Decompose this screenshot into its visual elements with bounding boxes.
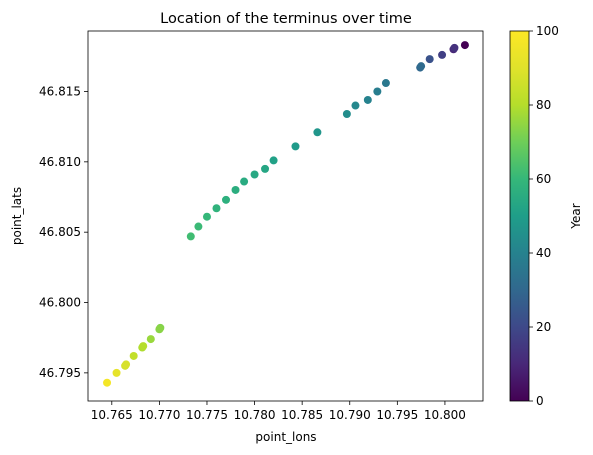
colorbar-tick-label: 80 — [536, 98, 551, 112]
data-point — [146, 335, 155, 344]
y-tick-label: 46.815 — [39, 84, 81, 98]
data-point — [351, 101, 360, 110]
x-tick-label: 10.765 — [91, 408, 133, 422]
data-point — [202, 212, 211, 221]
data-point — [122, 360, 131, 369]
data-point — [450, 43, 459, 52]
data-point — [250, 170, 259, 179]
plot-frame — [87, 30, 484, 402]
data-point — [373, 87, 382, 96]
data-point — [222, 195, 231, 204]
colorbar-tick-label: 0 — [536, 394, 544, 408]
data-point — [425, 55, 434, 64]
data-point — [212, 204, 221, 213]
y-axis-label: point_lats — [10, 187, 24, 245]
chart-title: Location of the terminus over time — [160, 11, 412, 27]
data-point — [438, 50, 447, 59]
y-tick-label: 46.810 — [39, 155, 81, 169]
colorbar-label: Year — [569, 203, 583, 229]
colorbar-tick-label: 20 — [536, 320, 551, 334]
colorbar-tick-label: 60 — [536, 172, 551, 186]
x-tick-label: 10.785 — [281, 408, 323, 422]
data-point — [342, 110, 351, 118]
data-point — [381, 79, 390, 88]
y-tick-label: 46.805 — [39, 225, 81, 239]
data-point — [261, 164, 270, 173]
data-point — [103, 378, 112, 387]
data-point — [269, 156, 278, 165]
data-point — [139, 342, 148, 351]
data-point — [240, 177, 249, 186]
x-tick-label: 10.780 — [234, 408, 276, 422]
data-point — [186, 232, 195, 241]
x-tick-label: 10.800 — [424, 408, 466, 422]
data-point — [129, 351, 138, 360]
data-point — [313, 128, 322, 137]
data-point — [155, 325, 164, 334]
x-tick-label: 10.790 — [329, 408, 371, 422]
y-tick-label: 46.795 — [39, 366, 81, 380]
x-axis-label: point_lons — [255, 430, 316, 444]
y-tick-label: 46.800 — [39, 296, 81, 310]
data-point — [112, 368, 121, 377]
data-point — [363, 95, 372, 104]
data-point — [460, 41, 469, 50]
colorbar-ticks: 0 20 40 60 80 100 — [529, 24, 559, 408]
data-point — [417, 62, 426, 71]
colorbar — [509, 30, 530, 402]
data-point — [194, 222, 203, 231]
x-axis-ticks: 10.765 10.770 10.775 10.780 10.785 10.790 10.7… — [91, 401, 466, 422]
data-point — [291, 142, 300, 151]
x-tick-label: 10.795 — [376, 408, 418, 422]
x-tick-label: 10.775 — [186, 408, 228, 422]
scatter-points — [103, 41, 469, 387]
x-tick-label: 10.770 — [138, 408, 180, 422]
colorbar-tick-label: 40 — [536, 246, 551, 260]
colorbar-tick-label: 100 — [536, 24, 559, 38]
data-point — [231, 185, 240, 194]
y-axis-ticks: 46.795 46.800 46.805 46.810 46.815 — [39, 84, 88, 380]
